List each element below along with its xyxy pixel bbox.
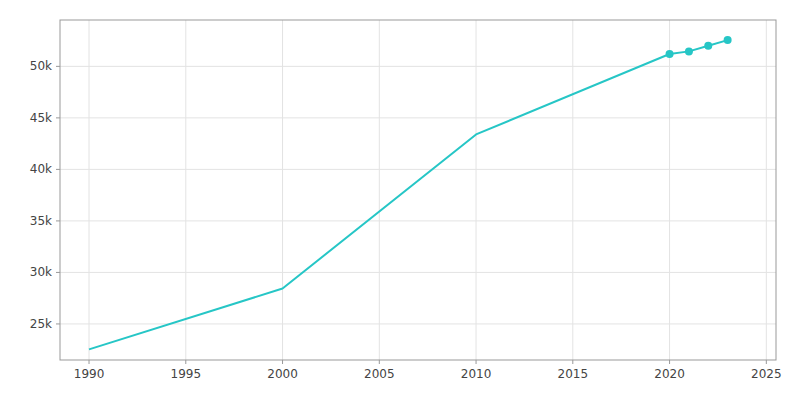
chart-svg: 1990 1995 2000 2005 2010 2015 2020 2025 25k 30k 35… [0,0,800,400]
x-tick-label: 2015 [558,367,589,381]
x-grid-line [379,20,380,360]
y-tick [56,323,60,324]
x-tick [476,360,477,364]
x-grid-line [282,20,283,360]
data-line [89,40,728,349]
y-grid-line [60,220,776,221]
chart-container: 1990 1995 2000 2005 2010 2015 2020 2025 25k 30k 35… [0,0,800,400]
data-marks [89,36,732,349]
x-tick-label: 2025 [751,367,782,381]
data-point [666,50,674,58]
x-grid-line [669,20,670,360]
y-tick [56,169,60,170]
x-grid-line [476,20,477,360]
x-tick [766,360,767,364]
y-grid-line [60,272,776,273]
x-tick-label: 2010 [461,367,492,381]
data-point [704,42,712,50]
page: {"chart_data": {"type": "line", "x": [19… [0,0,800,400]
y-grid-line [60,169,776,170]
y-tick-label: 25k [30,317,52,331]
x-tick-label: 2005 [364,367,395,381]
x-grid-line [572,20,573,360]
y-grid-line [60,117,776,118]
y-tick [56,66,60,67]
y-tick-label: 50k [30,59,52,73]
x-grid-line [89,20,90,360]
x-tick [185,360,186,364]
x-tick [282,360,283,364]
plot-frame [60,20,776,360]
x-tick [379,360,380,364]
x-tick-label: 1990 [74,367,105,381]
x-tick [572,360,573,364]
y-tick [56,117,60,118]
x-grid-line [766,20,767,360]
x-tick [669,360,670,364]
y-tick-label: 30k [30,265,52,279]
y-tick-label: 45k [30,111,52,125]
y-tick [56,220,60,221]
y-tick-label: 35k [30,214,52,228]
x-grid-line [185,20,186,360]
x-tick-label: 2000 [267,367,298,381]
x-tick [89,360,90,364]
data-point [724,36,732,44]
y-tick-label: 40k [30,162,52,176]
x-tick-label: 1995 [171,367,202,381]
grid [60,20,776,360]
y-tick [56,272,60,273]
data-point [685,47,693,55]
y-grid-line [60,66,776,67]
x-tick-label: 2020 [654,367,685,381]
